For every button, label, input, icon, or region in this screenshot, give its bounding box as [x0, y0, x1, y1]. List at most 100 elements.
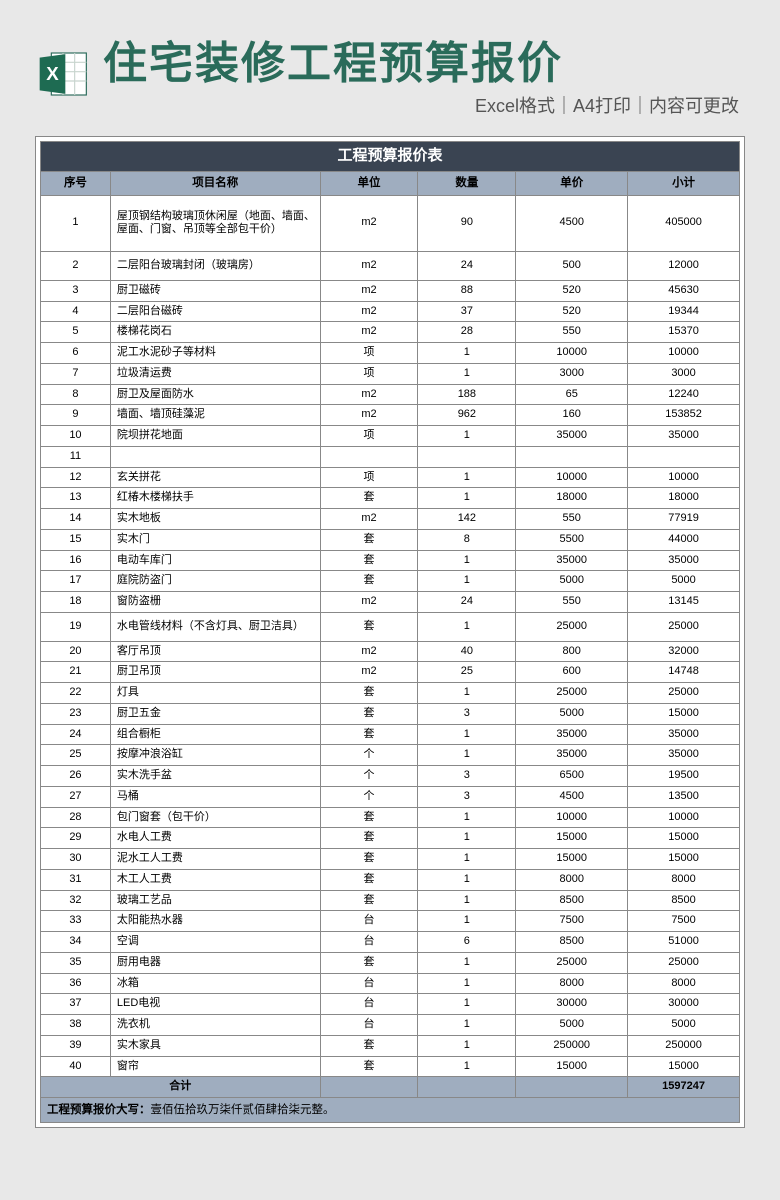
cell-seq: 31	[41, 869, 111, 890]
cell-unit: m2	[320, 509, 418, 530]
cell-seq: 8	[41, 384, 111, 405]
cell-qty: 25	[418, 662, 516, 683]
cell-seq: 39	[41, 1035, 111, 1056]
cell-sub: 250000	[628, 1035, 740, 1056]
cell-sub: 7500	[628, 911, 740, 932]
cell-seq: 12	[41, 467, 111, 488]
cell-unit: 项	[320, 467, 418, 488]
table-row: 5楼梯花岗石m22855015370	[41, 322, 740, 343]
spreadsheet: 工程预算报价表 序号 项目名称 单位 数量 单价 小计 1屋顶钢结构玻璃顶休闲屋…	[35, 136, 745, 1128]
cell-seq: 5	[41, 322, 111, 343]
cell-price	[516, 446, 628, 467]
cell-price: 8500	[516, 932, 628, 953]
table-row: 30泥水工人工费套11500015000	[41, 849, 740, 870]
page-subtitle: Excel格式｜A4打印｜内容可更改	[103, 92, 745, 118]
cell-sub: 8000	[628, 973, 740, 994]
cell-sub: 5000	[628, 1015, 740, 1036]
cell-unit: 套	[320, 683, 418, 704]
cell-price: 18000	[516, 488, 628, 509]
cell-price: 35000	[516, 426, 628, 447]
total-value: 1597247	[628, 1077, 740, 1098]
cell-name: 厨卫吊顶	[110, 662, 320, 683]
cell-unit: m2	[320, 405, 418, 426]
cell-qty: 1	[418, 807, 516, 828]
cell-name: 玻璃工艺品	[110, 890, 320, 911]
cell-qty: 1	[418, 890, 516, 911]
table-row: 38洗衣机台150005000	[41, 1015, 740, 1036]
cell-sub: 45630	[628, 280, 740, 301]
cell-unit: m2	[320, 252, 418, 281]
cell-price: 550	[516, 509, 628, 530]
cell-sub: 10000	[628, 807, 740, 828]
cell-qty: 1	[418, 973, 516, 994]
table-row: 21厨卫吊顶m22560014748	[41, 662, 740, 683]
cell-price: 35000	[516, 550, 628, 571]
total-row: 合计 1597247	[41, 1077, 740, 1098]
cell-seq: 38	[41, 1015, 111, 1036]
table-row: 3厨卫磁砖m28852045630	[41, 280, 740, 301]
table-row: 24组合橱柜套13500035000	[41, 724, 740, 745]
cell-price: 500	[516, 252, 628, 281]
cell-name: 泥工水泥砂子等材料	[110, 343, 320, 364]
header-text: 住宅装修工程预算报价 Excel格式｜A4打印｜内容可更改	[103, 40, 745, 118]
cell-seq: 20	[41, 641, 111, 662]
cell-price: 30000	[516, 994, 628, 1015]
cell-name: 客厅吊顶	[110, 641, 320, 662]
cell-unit: 个	[320, 786, 418, 807]
cell-qty: 1	[418, 467, 516, 488]
cell-name: 庭院防盗门	[110, 571, 320, 592]
cell-price: 15000	[516, 828, 628, 849]
table-row: 39实木家具套1250000250000	[41, 1035, 740, 1056]
footer-cell: 工程预算报价大写：壹佰伍拾玖万柒仟贰佰肆拾柒元整。	[41, 1098, 740, 1123]
table-row: 32玻璃工艺品套185008500	[41, 890, 740, 911]
cell-price: 10000	[516, 807, 628, 828]
table-row: 16电动车库门套13500035000	[41, 550, 740, 571]
cell-seq: 34	[41, 932, 111, 953]
cell-unit: 套	[320, 529, 418, 550]
cell-qty: 1	[418, 952, 516, 973]
cell-name: 玄关拼花	[110, 467, 320, 488]
cell-sub: 3000	[628, 363, 740, 384]
cell-seq: 35	[41, 952, 111, 973]
svg-text:X: X	[46, 63, 59, 84]
cell-unit: 个	[320, 766, 418, 787]
cell-price: 8000	[516, 973, 628, 994]
cell-name: 洗衣机	[110, 1015, 320, 1036]
cell-sub: 51000	[628, 932, 740, 953]
cell-seq: 1	[41, 195, 111, 252]
cell-price: 550	[516, 592, 628, 613]
cell-qty: 188	[418, 384, 516, 405]
cell-price: 520	[516, 301, 628, 322]
table-row: 34空调台6850051000	[41, 932, 740, 953]
cell-sub: 35000	[628, 745, 740, 766]
cell-sub: 13145	[628, 592, 740, 613]
cell-unit: 套	[320, 952, 418, 973]
cell-qty: 1	[418, 745, 516, 766]
cell-name: 厨卫磁砖	[110, 280, 320, 301]
table-row: 27马桶个3450013500	[41, 786, 740, 807]
table-row: 2二层阳台玻璃封闭（玻璃房）m22450012000	[41, 252, 740, 281]
cell-price: 800	[516, 641, 628, 662]
cell-sub: 44000	[628, 529, 740, 550]
cell-name: 院坝拼花地面	[110, 426, 320, 447]
table-row: 17庭院防盗门套150005000	[41, 571, 740, 592]
cell-name: 泥水工人工费	[110, 849, 320, 870]
cell-sub: 25000	[628, 612, 740, 641]
cell-qty: 6	[418, 932, 516, 953]
cell-sub: 12240	[628, 384, 740, 405]
table-row: 4二层阳台磁砖m23752019344	[41, 301, 740, 322]
cell-name: 厨用电器	[110, 952, 320, 973]
cell-sub: 32000	[628, 641, 740, 662]
cell-unit: 套	[320, 1056, 418, 1077]
cell-name: 空调	[110, 932, 320, 953]
total-label: 合计	[41, 1077, 321, 1098]
cell-sub: 15000	[628, 703, 740, 724]
cell-unit: m2	[320, 384, 418, 405]
cell-price: 160	[516, 405, 628, 426]
cell-name: 二层阳台玻璃封闭（玻璃房）	[110, 252, 320, 281]
table-row: 8厨卫及屋面防水m21886512240	[41, 384, 740, 405]
cell-qty: 1	[418, 994, 516, 1015]
cell-name: 厨卫五金	[110, 703, 320, 724]
cell-seq: 27	[41, 786, 111, 807]
cell-seq: 19	[41, 612, 111, 641]
